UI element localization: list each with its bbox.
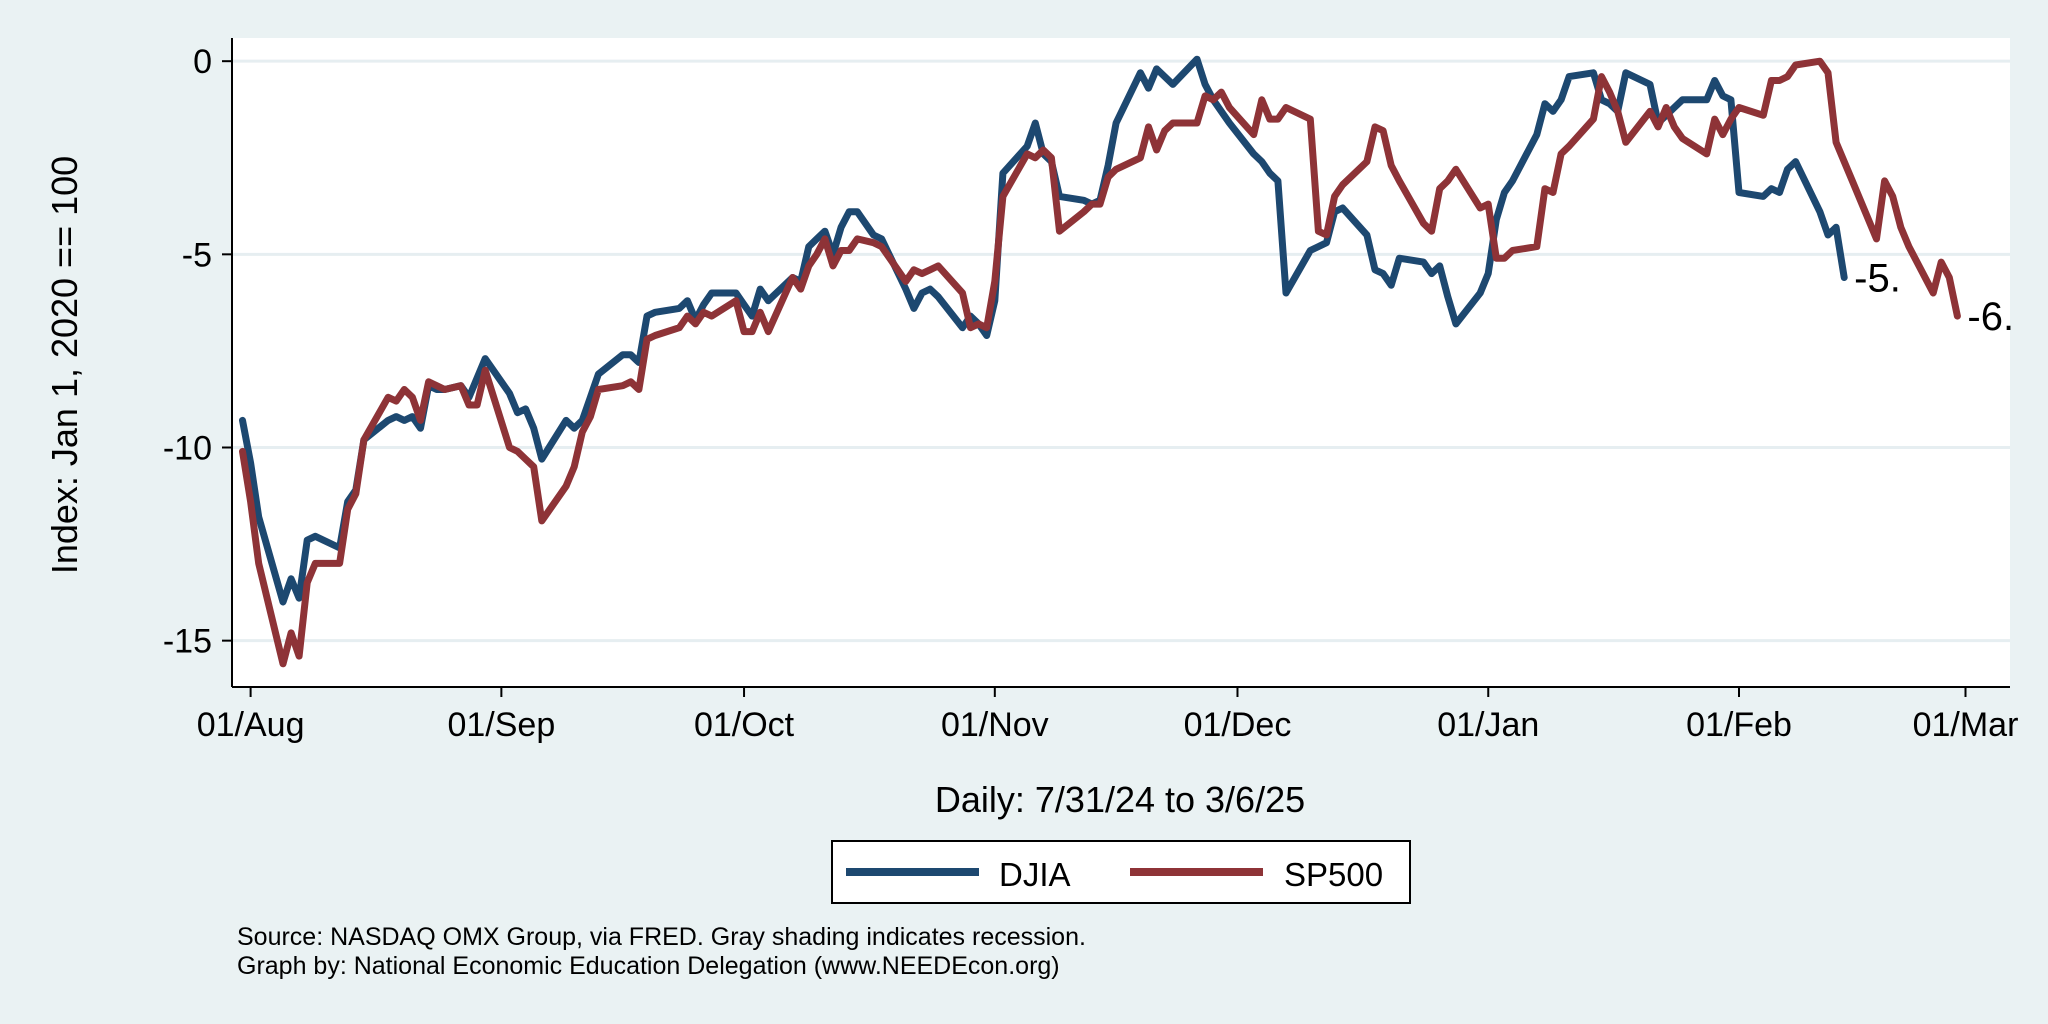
plot-area <box>232 38 2010 687</box>
y-tick-label: -10 <box>163 429 212 467</box>
y-tick-label: -5 <box>182 236 212 274</box>
x-tick-label: 01/Aug <box>197 706 305 744</box>
x-tick-label: 01/Sep <box>447 706 555 744</box>
legend-label-djia: DJIA <box>999 856 1071 893</box>
credit-note: Graph by: National Economic Education De… <box>237 952 1060 980</box>
axes <box>231 38 2010 688</box>
series-line-djia <box>239 55 1848 606</box>
y-tick-label: 0 <box>193 43 212 81</box>
x-tick-label: 01/Mar <box>1913 706 2019 744</box>
end-label-djia: -5. <box>1854 257 1901 301</box>
legend: DJIA SP500 <box>831 840 1411 904</box>
source-note: Source: NASDAQ OMX Group, via FRED. Gray… <box>237 923 1086 951</box>
x-tick-label: 01/Jan <box>1437 706 1539 744</box>
x-tick-label: 01/Dec <box>1184 706 1292 744</box>
x-tick-label: 01/Nov <box>941 706 1049 744</box>
y-tick-label: -15 <box>163 623 212 661</box>
gridlines <box>232 59 2010 643</box>
x-tick-label: 01/Oct <box>694 706 795 744</box>
y-axis-title: Index: Jan 1, 2020 == 100 <box>44 156 85 574</box>
x-axis-ticks: 01/Aug 01/Sep 01/Oct 01/Nov 01/Dec 01/Jan 01/F… <box>197 687 2019 744</box>
series-lines <box>239 55 1961 668</box>
end-labels: -5. -6. <box>1854 257 2014 340</box>
x-axis-title: Daily: 7/31/24 to 3/6/25 <box>935 779 1305 820</box>
y-axis-ticks: 0 -5 -10 -15 <box>163 43 232 661</box>
legend-label-sp500: SP500 <box>1284 856 1383 893</box>
end-label-sp500: -6. <box>1967 295 2014 339</box>
x-tick-label: 01/Feb <box>1686 706 1792 744</box>
series-line-sp500 <box>239 57 1961 668</box>
